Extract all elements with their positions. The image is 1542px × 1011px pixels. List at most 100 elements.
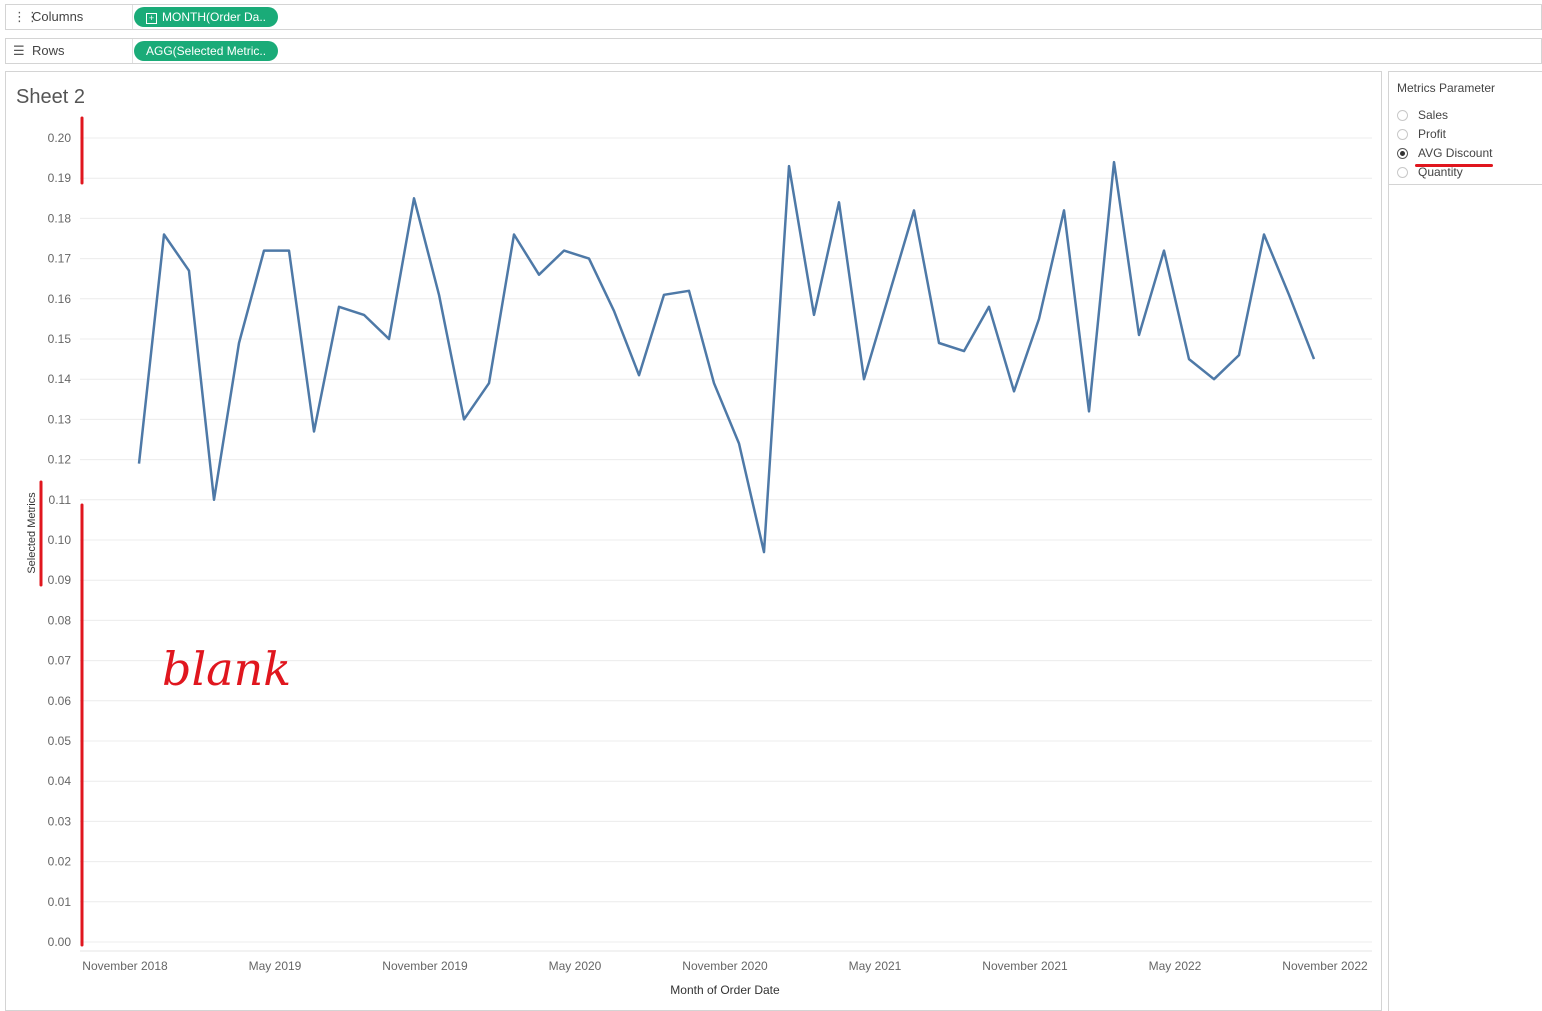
sheet-title: Sheet 2 [16, 86, 85, 108]
rows-icon: ☰ [13, 43, 25, 58]
data-point[interactable] [811, 312, 817, 318]
data-point[interactable] [1161, 248, 1167, 254]
data-point[interactable] [1111, 159, 1117, 165]
data-point[interactable] [911, 207, 917, 213]
data-point[interactable] [186, 268, 192, 274]
data-point[interactable] [1036, 316, 1042, 322]
data-point[interactable] [561, 248, 567, 254]
x-tick-label: May 2021 [849, 959, 902, 973]
columns-icon: ⋮⋮ [13, 9, 39, 24]
y-tick-label: 0.05 [48, 734, 72, 748]
y-axis-ticks: 0.00 0.01 0.02 0.03 0.04 0.05 0.06 0.07 0.08 0.09… [48, 131, 72, 949]
data-point[interactable] [1311, 356, 1317, 362]
data-point[interactable] [311, 428, 317, 434]
y-tick-label: 0.18 [48, 211, 72, 225]
annotation-marks [39, 116, 84, 947]
y-tick-label: 0.00 [48, 935, 72, 949]
y-tick-label: 0.06 [48, 694, 72, 708]
line-chart: 0.00 0.01 0.02 0.03 0.04 0.05 0.06 0.07 0.08 0.09… [26, 116, 1372, 997]
y-tick-label: 0.09 [48, 573, 72, 587]
y-tick-label: 0.03 [48, 814, 72, 828]
x-tick-label: November 2018 [82, 959, 168, 973]
annotation-underline [1415, 164, 1493, 167]
data-point[interactable] [261, 248, 267, 254]
x-tick-label: May 2020 [549, 959, 602, 973]
data-point[interactable] [161, 231, 167, 237]
data-point[interactable] [1186, 356, 1192, 362]
radio-icon[interactable] [1397, 167, 1408, 178]
radio-icon[interactable] [1397, 110, 1408, 121]
data-point[interactable] [836, 199, 842, 205]
data-point[interactable] [761, 549, 767, 555]
data-point[interactable] [1236, 352, 1242, 358]
data-point[interactable] [636, 372, 642, 378]
y-tick-label: 0.01 [48, 895, 72, 909]
data-point[interactable] [986, 304, 992, 310]
rows-pill[interactable]: AGG(Selected Metric.. [134, 41, 279, 61]
data-point[interactable] [436, 292, 442, 298]
y-tick-label: 0.11 [49, 493, 72, 507]
metrics-parameter-card: Metrics Parameter Sales Profit AVG Disco… [1388, 71, 1542, 185]
y-tick-label: 0.20 [48, 131, 72, 145]
x-tick-label: November 2022 [1282, 959, 1368, 973]
data-point[interactable] [1061, 207, 1067, 213]
x-axis-label: Month of Order Date [670, 983, 780, 997]
data-point[interactable] [1261, 231, 1267, 237]
y-tick-label: 0.14 [48, 372, 72, 386]
data-point[interactable] [336, 304, 342, 310]
data-point[interactable] [236, 340, 242, 346]
expand-icon[interactable]: + [146, 13, 157, 24]
radio-selected-icon[interactable] [1397, 148, 1408, 159]
data-point[interactable] [936, 340, 942, 346]
parameter-title: Metrics Parameter [1397, 81, 1496, 95]
y-tick-label: 0.19 [48, 171, 72, 185]
data-point[interactable] [1011, 388, 1017, 394]
columns-shelf: ⋮⋮ Columns + MONTH(Order Da.. [5, 4, 1542, 30]
rows-shelf-label: ☰ Rows [6, 39, 133, 63]
data-point[interactable] [711, 380, 717, 386]
data-point[interactable] [736, 441, 742, 447]
data-point[interactable] [211, 497, 217, 503]
data-point[interactable] [1211, 376, 1217, 382]
rows-shelf: ☰ Rows AGG(Selected Metric.. [5, 38, 1542, 64]
data-point[interactable] [1286, 292, 1292, 298]
data-point[interactable] [611, 308, 617, 314]
data-point[interactable] [1136, 332, 1142, 338]
data-point[interactable] [1086, 408, 1092, 414]
data-point[interactable] [586, 256, 592, 262]
data-point[interactable] [861, 376, 867, 382]
data-point[interactable] [386, 336, 392, 342]
x-tick-label: May 2019 [249, 959, 302, 973]
data-point[interactable] [286, 248, 292, 254]
data-point[interactable] [536, 272, 542, 278]
x-tick-label: November 2020 [682, 959, 768, 973]
y-tick-label: 0.07 [48, 654, 72, 668]
data-point[interactable] [686, 288, 692, 294]
worksheet-view [5, 71, 1382, 1011]
x-tick-label: November 2021 [982, 959, 1068, 973]
data-point[interactable] [461, 416, 467, 422]
data-point[interactable] [961, 348, 967, 354]
y-tick-label: 0.02 [48, 855, 72, 869]
y-tick-label: 0.04 [48, 774, 72, 788]
data-point[interactable] [486, 380, 492, 386]
data-point[interactable] [136, 461, 142, 467]
side-panel [1388, 185, 1542, 1011]
series-line[interactable] [137, 160, 1316, 554]
data-point[interactable] [786, 163, 792, 169]
x-axis-ticks: November 2018 May 2019 November 2019 May 20… [82, 959, 1368, 973]
data-point[interactable] [511, 231, 517, 237]
data-point[interactable] [361, 312, 367, 318]
x-tick-label: November 2019 [382, 959, 468, 973]
data-point[interactable] [886, 292, 892, 298]
y-tick-label: 0.15 [48, 332, 72, 346]
radio-icon[interactable] [1397, 129, 1408, 140]
y-tick-label: 0.16 [48, 292, 72, 306]
columns-pill[interactable]: + MONTH(Order Da.. [134, 7, 279, 27]
annotation-blank: blank [162, 642, 291, 696]
data-point[interactable] [411, 195, 417, 201]
y-tick-label: 0.10 [48, 533, 72, 547]
data-point[interactable] [661, 292, 667, 298]
y-tick-label: 0.17 [48, 252, 72, 266]
y-tick-label: 0.12 [48, 453, 72, 467]
